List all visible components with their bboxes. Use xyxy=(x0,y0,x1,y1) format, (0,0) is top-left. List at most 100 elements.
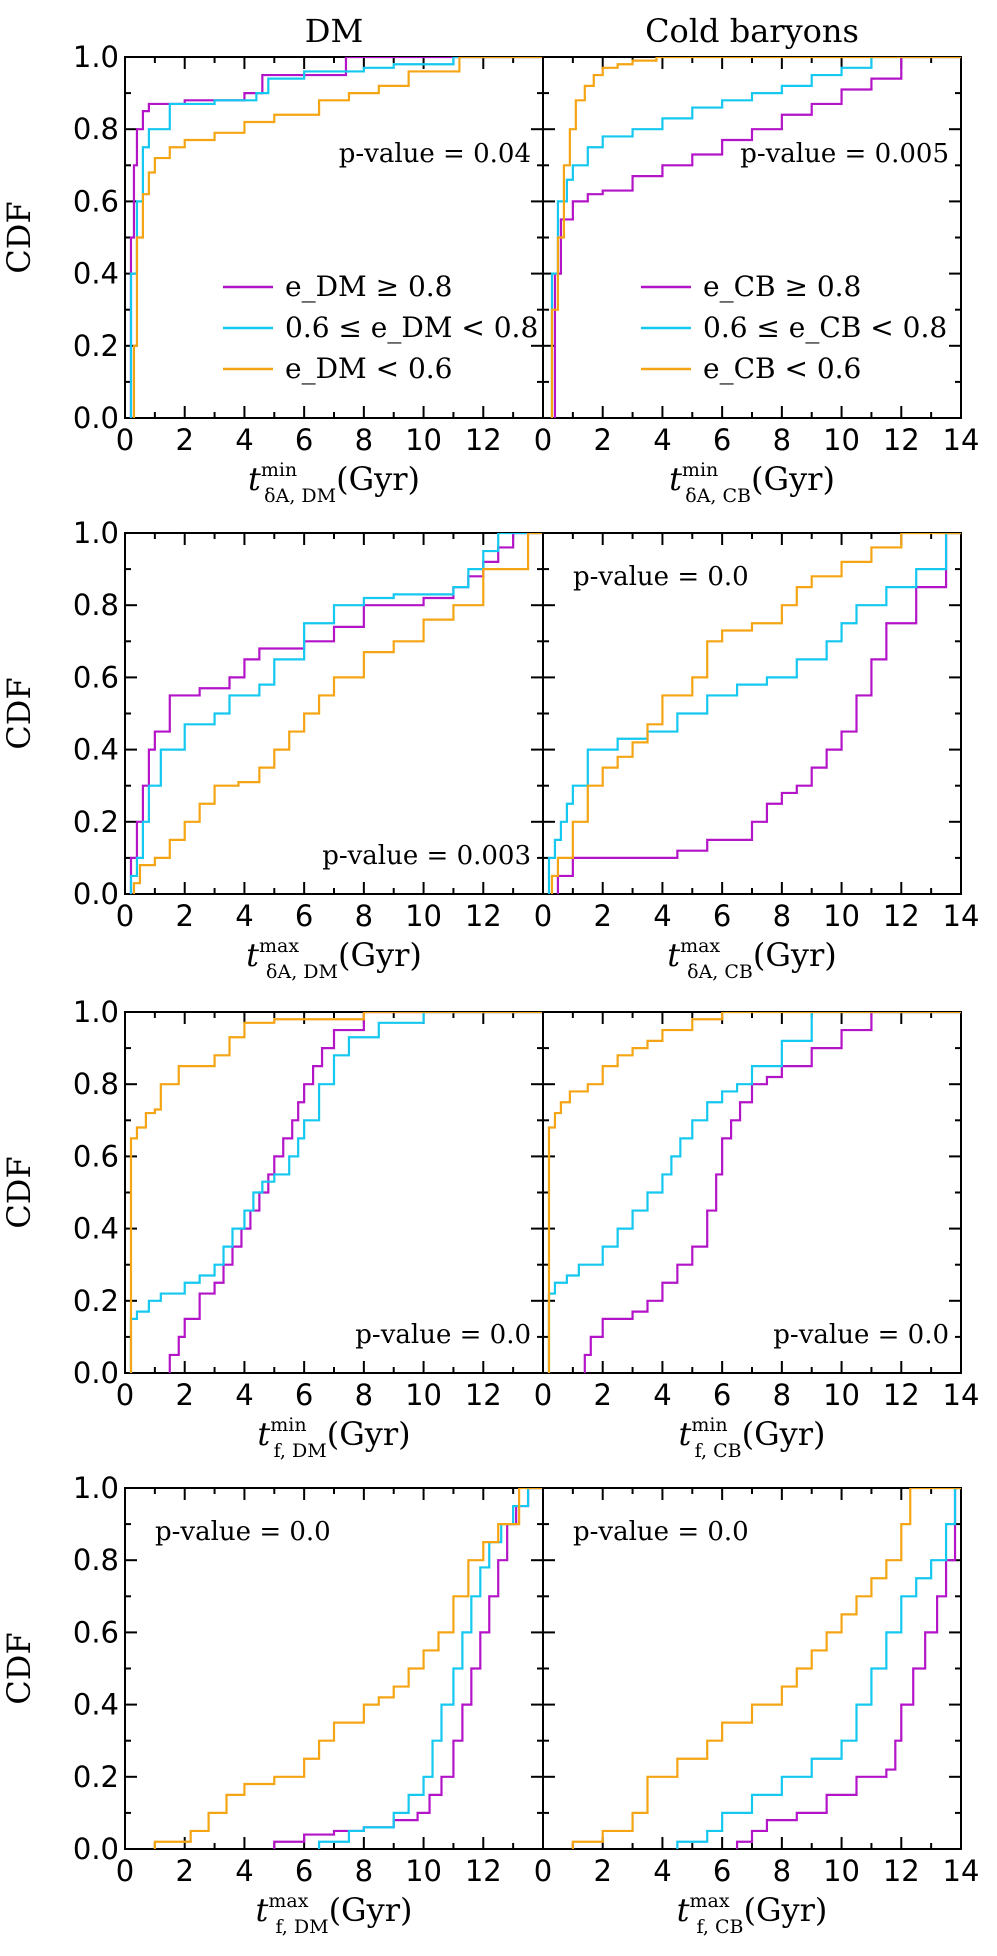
y-tick-label: 0.2 xyxy=(73,805,119,839)
x-tick-label: 14 xyxy=(943,899,980,933)
x-tick-label: 6 xyxy=(713,899,731,933)
series-line-e_low xyxy=(129,1012,543,1373)
y-tick-label: 0.4 xyxy=(73,257,119,291)
x-axis-label-sub: f, CB xyxy=(697,1916,744,1938)
series-line-e_low xyxy=(132,533,543,894)
series-line-e_low xyxy=(153,1488,543,1849)
x-axis-label-sup: max xyxy=(680,935,720,957)
x-tick-label: 0 xyxy=(116,1854,134,1888)
y-tick-label: 0.0 xyxy=(73,1832,119,1866)
x-tick-label: 8 xyxy=(355,1854,373,1888)
x-tick-label: 8 xyxy=(773,1378,791,1412)
y-tick-label: 0.8 xyxy=(73,588,119,622)
x-axis-label-unit: (Gyr) xyxy=(329,1891,413,1929)
x-tick-label: 10 xyxy=(405,1378,442,1412)
x-axis-label-unit: (Gyr) xyxy=(338,936,422,974)
x-axis-label-sub: δA, CB xyxy=(685,485,751,507)
x-axis-label-base: t xyxy=(248,460,261,498)
x-axis-label-sub: f, DM xyxy=(274,1440,327,1462)
series-line-e_low xyxy=(571,1488,961,1849)
x-tick-label: 12 xyxy=(465,1378,502,1412)
legend-entry: e_CB < 0.6 xyxy=(703,352,861,385)
x-axis-label-unit: (Gyr) xyxy=(751,460,835,498)
series-line-e_low xyxy=(132,57,543,418)
x-tick-label: 4 xyxy=(653,423,671,457)
panel-p20: 0 2 4 6 8 10 12 0.0 0.2 0.4 0.6 0.8 1.0 CDF tmin f, DM(… xyxy=(0,995,544,1462)
column-title-dm: DM xyxy=(305,12,363,50)
y-tick-label: 0.6 xyxy=(73,184,119,218)
x-tick-label: 8 xyxy=(773,1854,791,1888)
x-tick-label: 14 xyxy=(943,423,980,457)
p-value-annotation: p-value = 0.0 xyxy=(573,1517,749,1547)
x-tick-label: 0 xyxy=(534,423,552,457)
x-axis-label-unit: (Gyr) xyxy=(753,936,837,974)
x-tick-label: 4 xyxy=(235,423,253,457)
x-axis-label-sup: min xyxy=(691,1414,727,1436)
x-tick-label: 4 xyxy=(653,1854,671,1888)
series-line-e_low xyxy=(550,57,961,418)
x-tick-label: 10 xyxy=(823,1854,860,1888)
y-tick-label: 0.2 xyxy=(73,1760,119,1794)
series-line-e_high xyxy=(168,1012,543,1373)
x-tick-label: 4 xyxy=(235,899,253,933)
x-axis-label-sup: max xyxy=(268,1890,308,1912)
x-tick-label: 6 xyxy=(295,1854,313,1888)
x-tick-label: 6 xyxy=(295,899,313,933)
x-tick-label: 2 xyxy=(175,423,193,457)
x-tick-label: 2 xyxy=(175,1854,193,1888)
x-tick-label: 12 xyxy=(883,1854,920,1888)
legend-entry: 0.6 ≤ e_DM < 0.8 xyxy=(285,311,538,344)
x-tick-label: 6 xyxy=(295,423,313,457)
column-title-cold-baryons: Cold baryons xyxy=(645,12,859,50)
y-tick-label: 0.0 xyxy=(73,877,119,911)
panel-p00: 0 2 4 6 8 10 12 0.0 0.2 0.4 0.6 0.8 1.0 CDF tmin δA, DM… xyxy=(0,40,544,507)
series-line-e_high xyxy=(583,1012,961,1373)
y-tick-label: 1.0 xyxy=(73,40,119,74)
panel-p21: 0 2 4 6 8 10 12 14 tmin f, CB(Gyr) p-value = 0.0 xyxy=(534,1011,979,1462)
x-axis-label: tmax δA, CB(Gyr) xyxy=(667,935,837,983)
series-line-e_mid xyxy=(676,1488,961,1849)
y-tick-label: 0.0 xyxy=(73,401,119,435)
x-tick-label: 2 xyxy=(175,899,193,933)
x-tick-label: 0 xyxy=(116,423,134,457)
panel-p11: 0 2 4 6 8 10 12 14 tmax δA, CB(Gyr) p-value = 0.0 xyxy=(534,532,980,983)
x-tick-label: 2 xyxy=(593,423,611,457)
y-axis-label: CDF xyxy=(0,1632,38,1704)
x-tick-label: 8 xyxy=(773,899,791,933)
x-axis-label-sub: f, DM xyxy=(275,1916,328,1938)
x-tick-label: 4 xyxy=(235,1854,253,1888)
x-axis-label-unit: (Gyr) xyxy=(743,1891,827,1929)
p-value-annotation: p-value = 0.0 xyxy=(573,562,749,592)
x-tick-label: 0 xyxy=(534,1378,552,1412)
x-tick-label: 2 xyxy=(593,1378,611,1412)
series-line-e_high xyxy=(129,57,543,418)
x-axis-label-base: t xyxy=(246,936,259,974)
legend-entry: e_DM ≥ 0.8 xyxy=(285,270,452,303)
series-line-e_high xyxy=(553,57,961,418)
x-tick-label: 8 xyxy=(355,1378,373,1412)
x-axis-label-sub: f, CB xyxy=(695,1440,742,1462)
series-line-e_mid xyxy=(550,57,961,418)
x-tick-label: 10 xyxy=(405,423,442,457)
x-tick-label: 12 xyxy=(465,899,502,933)
x-tick-label: 4 xyxy=(653,899,671,933)
x-tick-label: 12 xyxy=(465,1854,502,1888)
y-tick-label: 0.8 xyxy=(73,112,119,146)
y-tick-label: 0.4 xyxy=(73,733,119,767)
x-tick-label: 10 xyxy=(823,423,860,457)
x-tick-label: 0 xyxy=(534,899,552,933)
x-axis-label-base: t xyxy=(257,1415,270,1453)
y-tick-label: 0.4 xyxy=(73,1212,119,1246)
y-tick-label: 1.0 xyxy=(73,516,119,550)
y-axis-label: CDF xyxy=(0,201,38,273)
p-value-annotation: p-value = 0.003 xyxy=(322,841,531,871)
series-line-e_high xyxy=(556,533,961,894)
x-axis-label: tmax δA, DM(Gyr) xyxy=(246,935,422,983)
x-tick-label: 0 xyxy=(534,1854,552,1888)
x-tick-label: 0 xyxy=(116,1378,134,1412)
x-tick-label: 10 xyxy=(823,1378,860,1412)
y-tick-label: 0.4 xyxy=(73,1688,119,1722)
x-axis-label: tmin f, CB(Gyr) xyxy=(678,1414,825,1462)
series-line-e_low xyxy=(547,1012,961,1373)
